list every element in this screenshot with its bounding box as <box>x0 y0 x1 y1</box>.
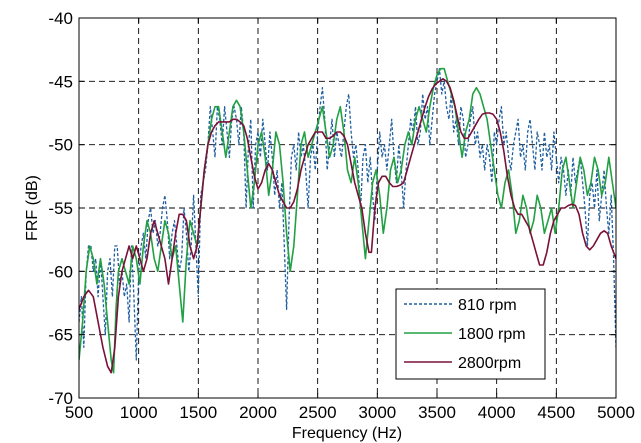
y-axis-label: FRF (dB) <box>24 175 41 241</box>
legend-label-2: 2800rpm <box>458 355 521 372</box>
x-tick-label: 3500 <box>418 403 456 422</box>
x-tick-label: 3000 <box>358 403 396 422</box>
x-tick-label: 5000 <box>597 403 635 422</box>
legend: 810 rpm 1800 rpm 2800rpm <box>395 288 546 380</box>
x-tick-label: 1500 <box>179 403 217 422</box>
series-line-2 <box>79 78 616 374</box>
x-tick-label: 1000 <box>120 403 158 422</box>
series-layer <box>79 67 616 374</box>
x-tick-label: 500 <box>65 403 93 422</box>
y-tick-label: -55 <box>48 199 73 218</box>
legend-label-1: 1800 rpm <box>458 326 526 343</box>
y-tick-label: -40 <box>48 9 73 28</box>
y-tick-label: -65 <box>48 326 73 345</box>
legend-label-0: 810 rpm <box>458 297 517 314</box>
x-axis-label: Frequency (Hz) <box>292 425 402 442</box>
x-tick-label: 4500 <box>537 403 575 422</box>
legend-items: 810 rpm 1800 rpm 2800rpm <box>404 297 526 372</box>
y-tick-label: -70 <box>48 389 73 408</box>
x-tick-label: 2000 <box>239 403 277 422</box>
series-line-1 <box>79 67 616 374</box>
y-tick-label: -45 <box>48 72 73 91</box>
y-tick-label: -60 <box>48 262 73 281</box>
x-tick-label: 2500 <box>299 403 337 422</box>
gridlines <box>79 18 616 398</box>
x-tick-label: 4000 <box>478 403 516 422</box>
axis-ticks: 500 1000 1500 2000 2500 3000 3500 4000 4500 5000 -… <box>48 9 634 422</box>
y-tick-label: -50 <box>48 136 73 155</box>
series-line-0 <box>79 68 616 361</box>
